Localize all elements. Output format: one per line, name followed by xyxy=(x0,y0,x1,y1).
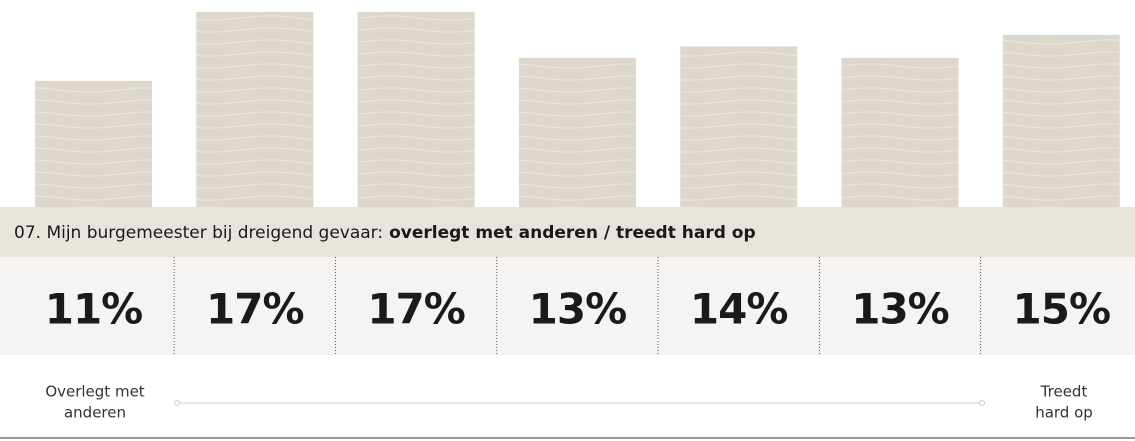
value-label: 17% xyxy=(367,285,465,334)
value-label: 14% xyxy=(690,285,788,334)
scale-dot xyxy=(979,400,985,406)
value-band xyxy=(0,257,1135,355)
scale-left: anderen xyxy=(64,404,126,422)
bar xyxy=(841,57,959,207)
bar xyxy=(518,57,636,207)
bar xyxy=(196,12,314,207)
bar xyxy=(357,12,475,207)
bar xyxy=(35,80,152,207)
title-band xyxy=(0,207,1135,257)
scale-dot xyxy=(174,400,180,406)
title: 07. Mijn burgemeester bij dreigend gevaa… xyxy=(14,223,383,243)
value-label: 15% xyxy=(1013,285,1111,334)
value-label: 13% xyxy=(529,285,627,334)
bar xyxy=(680,46,798,207)
value-label: 17% xyxy=(206,285,304,334)
chart-title: 07. Mijn burgemeester bij dreigend gevaa… xyxy=(14,223,756,243)
scale-right: Treedt xyxy=(1040,383,1088,401)
bar xyxy=(1002,34,1120,207)
title-emphasis: overlegt met anderen / treedt hard op xyxy=(389,223,756,243)
value-label: 13% xyxy=(851,285,949,334)
scale-left: Overlegt met xyxy=(45,383,144,401)
value-label: 11% xyxy=(45,285,143,334)
scale-right: hard op xyxy=(1035,404,1093,422)
